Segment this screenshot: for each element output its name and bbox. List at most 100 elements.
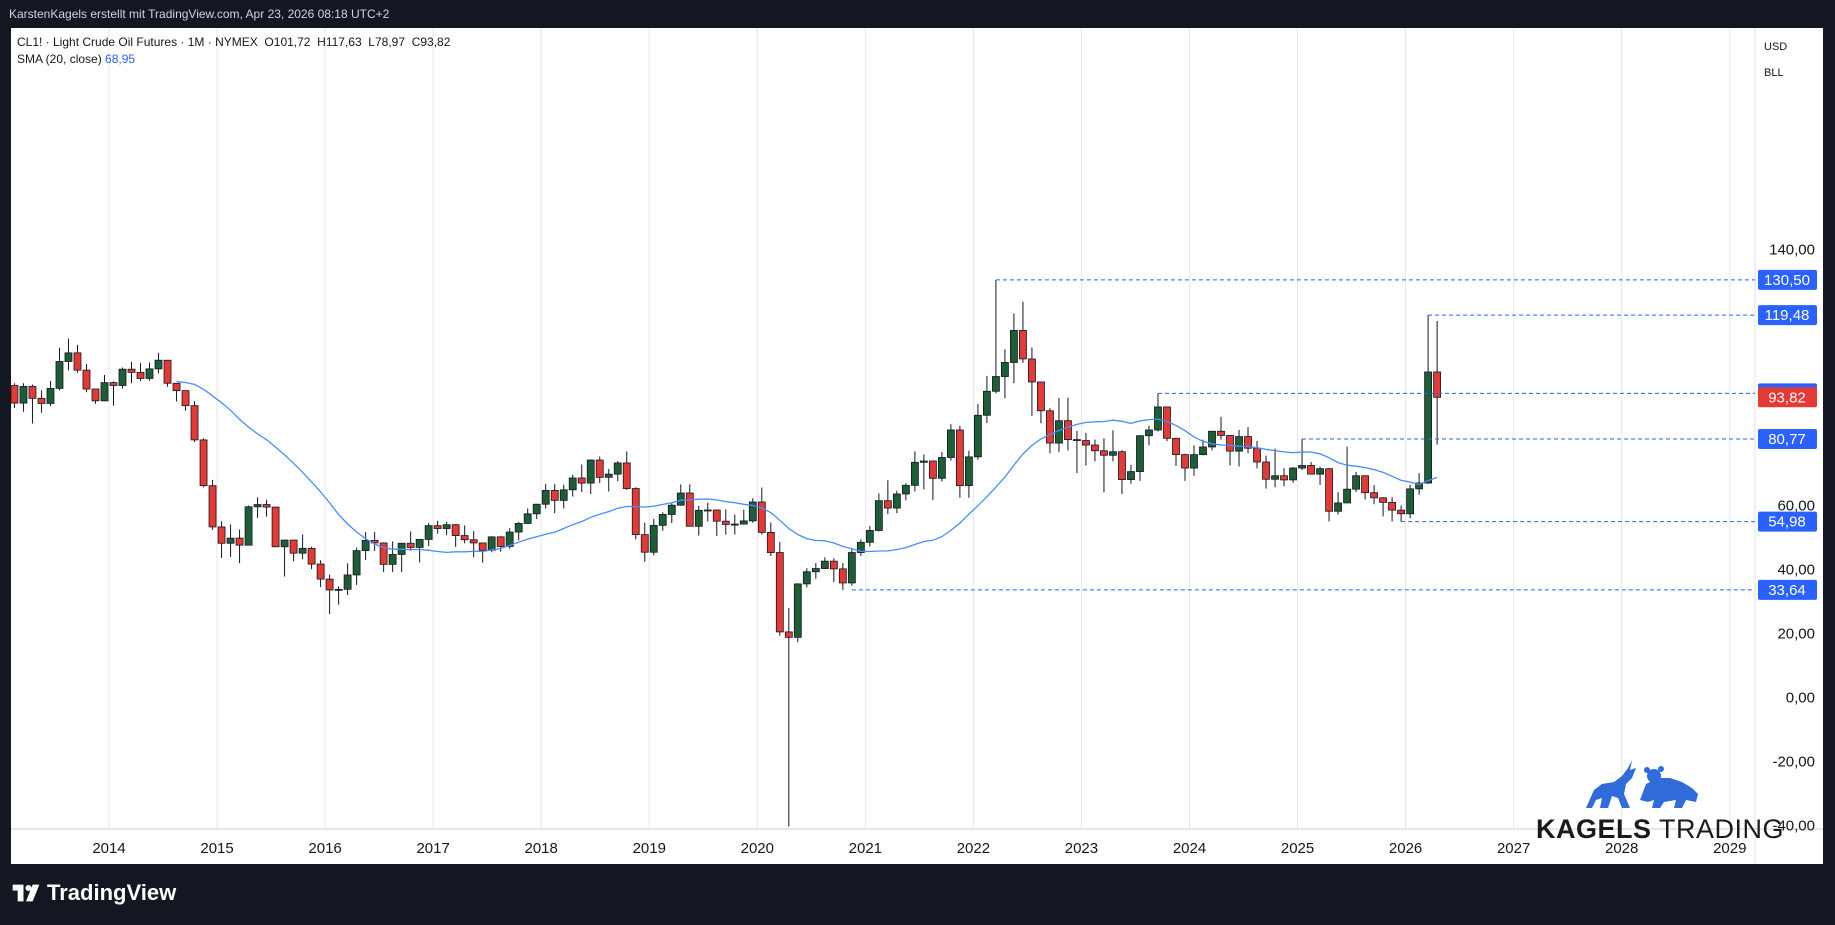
candle <box>415 539 424 563</box>
high-label: H <box>317 35 326 49</box>
candle-body-up <box>1406 488 1415 515</box>
candle <box>298 534 307 560</box>
candle-body-down <box>1262 461 1270 480</box>
candle <box>802 568 811 588</box>
candle <box>1424 315 1433 484</box>
candle-body-down <box>73 352 82 371</box>
logo-word-trading: TRADING <box>1659 814 1785 844</box>
candle-body-down <box>1091 444 1099 452</box>
price-level-badge: 54,98 <box>1758 511 1817 532</box>
candle <box>235 529 244 564</box>
candle <box>1271 448 1279 488</box>
candle-body-up <box>983 390 991 416</box>
tradingview-footer[interactable]: TradingView <box>11 868 176 918</box>
candle-body-up <box>649 524 658 553</box>
candle <box>577 464 586 493</box>
candle-body-up <box>694 509 703 527</box>
symbol-legend-line: CL1! · Light Crude Oil Futures · 1M · NY… <box>17 34 450 51</box>
candle <box>1109 430 1117 462</box>
candle-body-up <box>19 386 28 404</box>
candle <box>1397 505 1405 522</box>
candle <box>523 508 532 525</box>
price-scale-unit[interactable]: USD BLL <box>1764 34 1787 86</box>
candle <box>532 503 541 519</box>
candle-body-up <box>334 588 343 591</box>
candle-body-up <box>1145 429 1153 437</box>
candle <box>11 383 19 408</box>
candle-body-up <box>730 523 739 526</box>
price-level-badge: 33,64 <box>1758 579 1817 600</box>
candle-body-up <box>541 490 550 505</box>
candle-body-up <box>667 504 676 515</box>
candle-body-up <box>802 571 811 585</box>
candle <box>649 518 658 556</box>
x-tick-label: 2029 <box>1713 840 1746 857</box>
candle <box>1082 432 1090 466</box>
currency-label: USD <box>1764 41 1788 53</box>
candle <box>208 479 217 530</box>
price-level-badge: 130,50 <box>1758 269 1817 290</box>
chart-panel[interactable]: -40,00 -20,00 0,00 20,00 40,00 60,00 140,00 201… <box>11 28 1823 864</box>
candle-body-down <box>469 539 478 544</box>
price-level-badge-bg <box>1758 579 1817 600</box>
candle <box>1127 464 1135 484</box>
candle <box>73 344 82 373</box>
candle-body-up <box>532 503 541 515</box>
candle-body-down <box>1253 447 1261 463</box>
candle-body-down <box>712 509 721 522</box>
candle-body-down <box>1388 501 1396 511</box>
candle <box>1217 416 1225 440</box>
x-tick-label: 2023 <box>1065 840 1098 857</box>
candle-body-up <box>442 524 451 529</box>
candle <box>1406 484 1415 519</box>
candle <box>244 505 253 546</box>
candle-body-up <box>1235 436 1243 452</box>
candle-body-up <box>919 460 928 463</box>
candle-body-up <box>154 359 163 370</box>
candle <box>874 493 883 532</box>
price-level-badge-bg <box>1758 269 1817 290</box>
candle-body-down <box>406 542 415 548</box>
candlestick-chart[interactable]: -40,00 -20,00 0,00 20,00 40,00 60,00 140,00 201… <box>11 28 1823 864</box>
candle-body-up <box>1316 468 1324 475</box>
candle-body-down <box>1280 475 1288 481</box>
candle-body-up <box>352 550 361 576</box>
candle <box>667 503 676 524</box>
candle <box>262 499 271 517</box>
candle <box>1010 313 1018 384</box>
candle <box>847 549 856 586</box>
candle-body-down <box>478 542 487 551</box>
candle-body-down <box>1181 454 1189 469</box>
candle-body-down <box>721 520 730 525</box>
candle <box>784 607 793 827</box>
candle <box>946 424 955 461</box>
candle <box>226 524 235 558</box>
candle <box>631 487 640 540</box>
candle-body-up <box>604 473 613 478</box>
candle <box>901 483 910 501</box>
candle <box>820 557 829 569</box>
candle-body-up <box>244 506 253 546</box>
candle-body-down <box>757 501 766 533</box>
candle-body-up <box>946 429 955 458</box>
sma-line <box>176 380 1438 554</box>
y-tick-label: 60,00 <box>1777 498 1815 515</box>
x-tick-label: 2021 <box>849 840 882 857</box>
candle-body-down <box>1307 465 1315 475</box>
candle-body-down <box>1100 450 1108 456</box>
candle-body-down <box>1433 371 1442 398</box>
candle <box>694 505 703 536</box>
candle-body-up <box>505 531 514 547</box>
candle <box>1253 440 1261 469</box>
candle-body-up <box>280 539 289 548</box>
candle-body-down <box>955 429 964 487</box>
candle <box>37 390 46 413</box>
candle <box>1001 349 1009 399</box>
candle <box>892 490 901 514</box>
candle <box>838 563 847 590</box>
candle-body-down <box>631 488 640 536</box>
candle-body-down <box>1226 435 1234 452</box>
candle-body-up <box>118 368 127 386</box>
candle-body-up <box>298 547 307 554</box>
candle <box>1199 439 1207 456</box>
